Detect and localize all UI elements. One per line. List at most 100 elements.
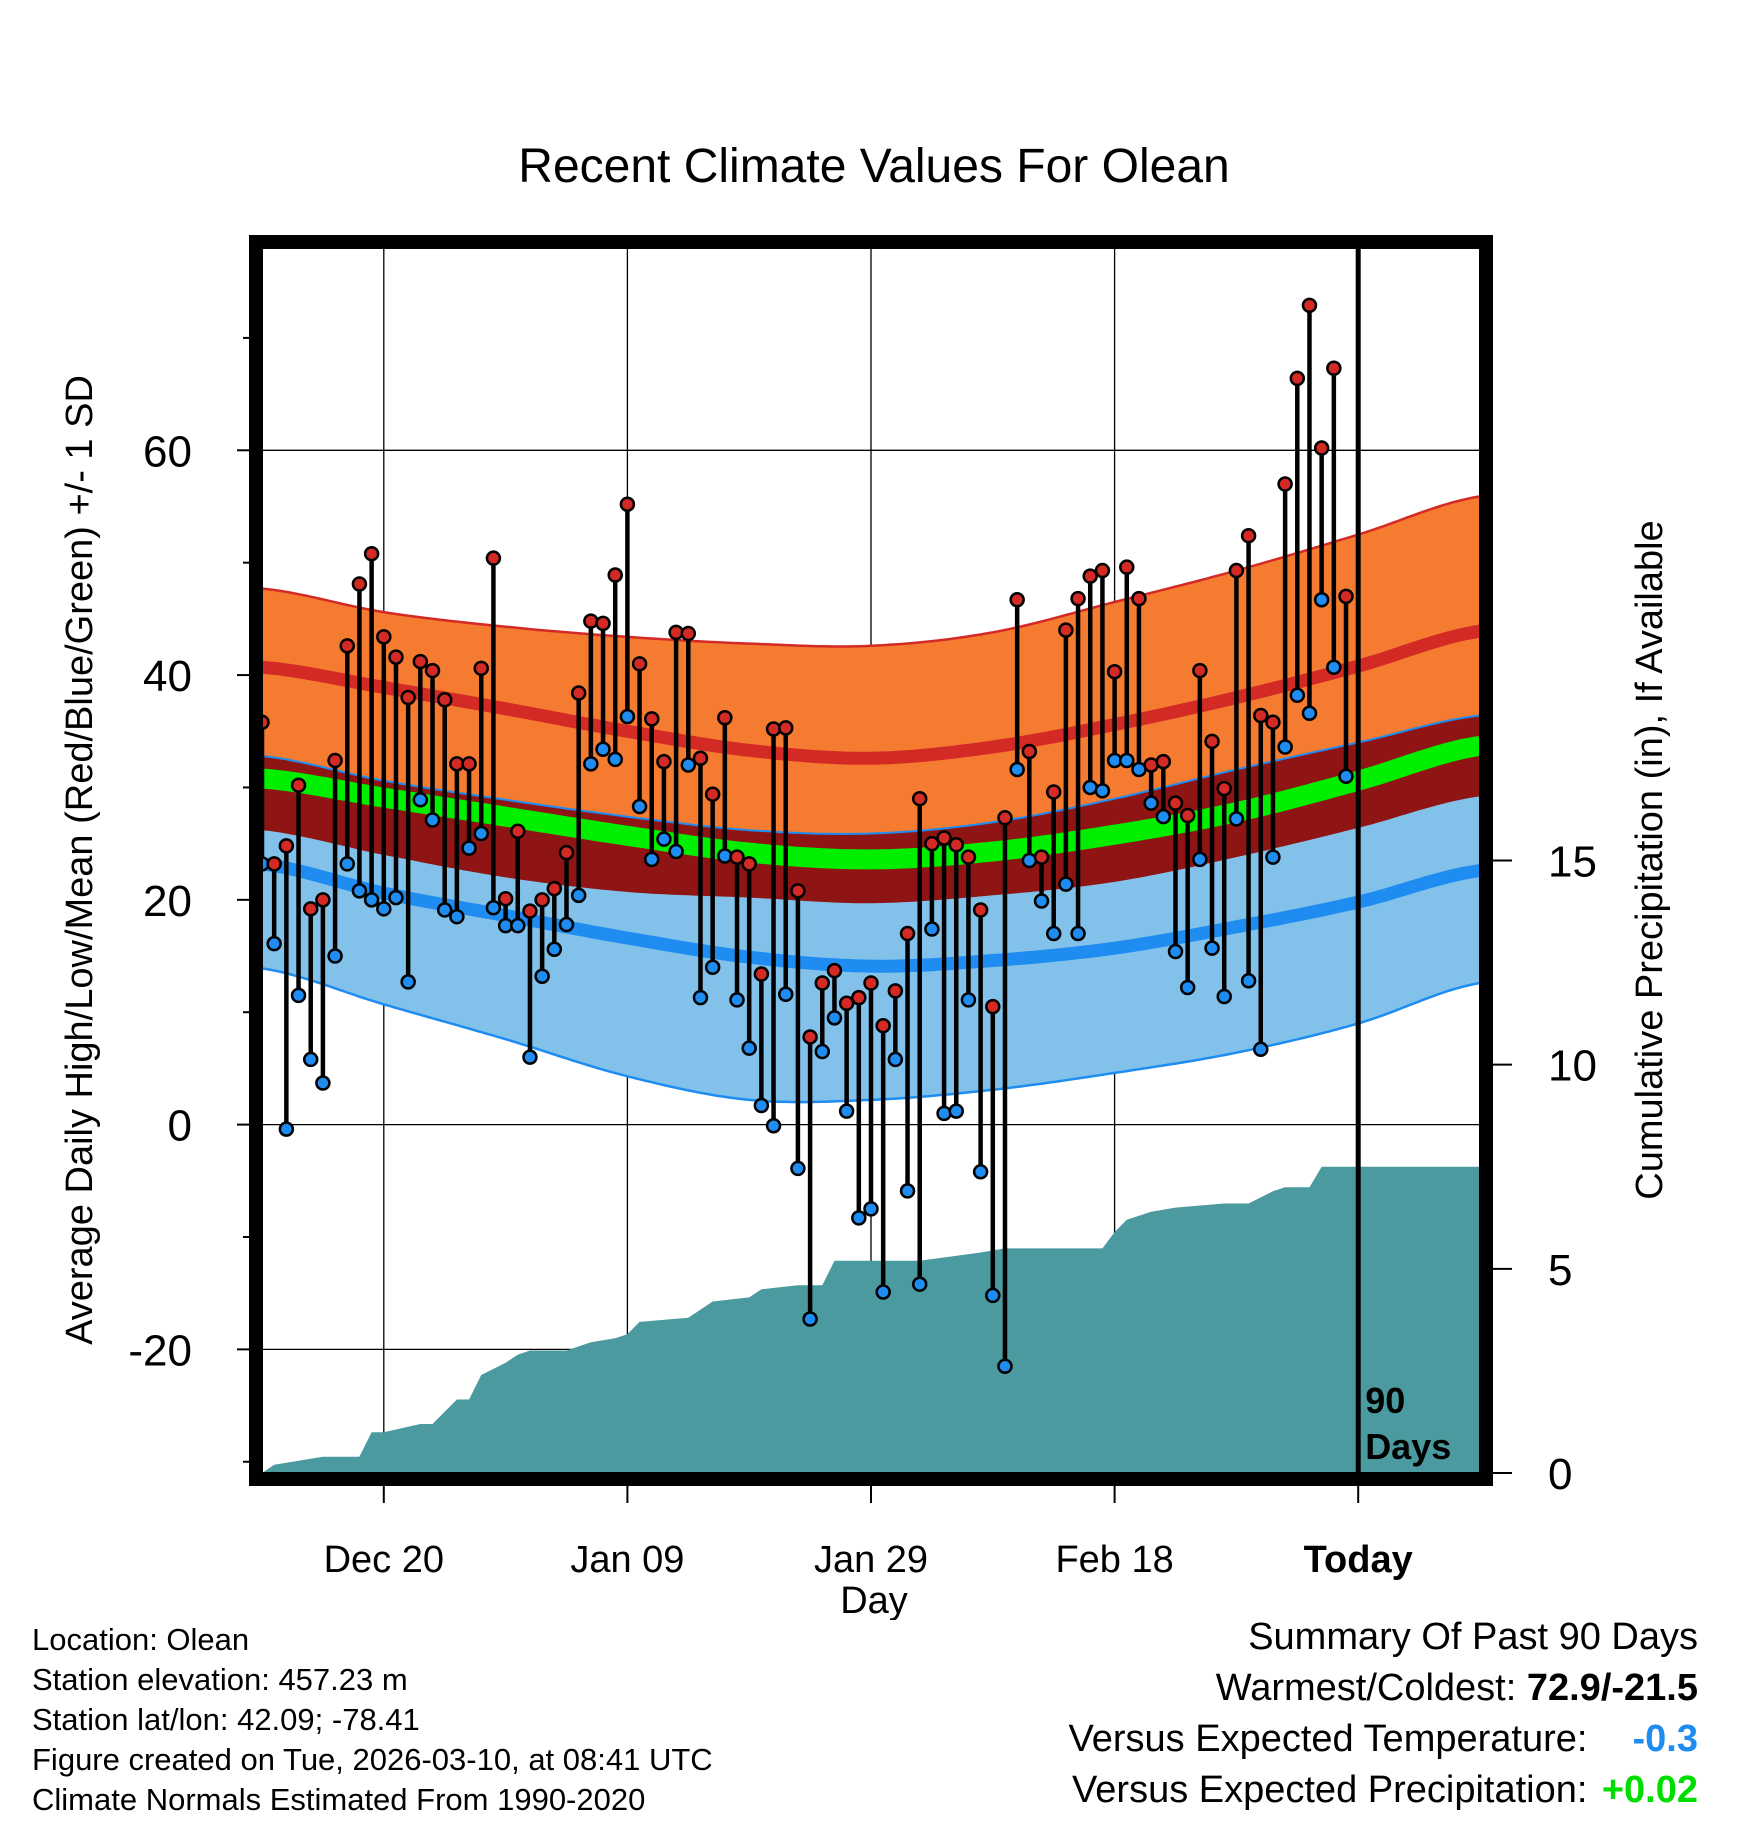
daily-high-point bbox=[510, 823, 526, 840]
plot-area: 90 Days -20 0 20 40 60 0 5 10 15 Dec 20 Jan 09 Jan 29… bbox=[128, 235, 1597, 1581]
daily-low-point bbox=[668, 843, 684, 860]
precip-area bbox=[262, 1166, 1480, 1473]
daily-high-point bbox=[631, 656, 648, 672]
daily-low-point bbox=[826, 1010, 843, 1026]
daily-low-point bbox=[1313, 592, 1330, 608]
daily-low-point bbox=[278, 1121, 295, 1137]
daily-low-point bbox=[485, 899, 502, 916]
station-info: Location: Olean Station elevation: 457.2… bbox=[32, 1620, 713, 1820]
daily-low-point bbox=[875, 1284, 891, 1300]
daily-low-point bbox=[1289, 687, 1306, 704]
summary-heading: Summary Of Past 90 Days bbox=[1248, 1616, 1698, 1658]
daily-low-point bbox=[1228, 811, 1245, 827]
daily-low-point bbox=[863, 1201, 879, 1217]
daily-low-point bbox=[692, 989, 709, 1006]
daily-low-point bbox=[802, 1311, 818, 1327]
daily-low-point bbox=[741, 1040, 757, 1056]
daily-low-point bbox=[911, 1276, 928, 1292]
high-lower-edge bbox=[262, 714, 1480, 836]
daily-low-point bbox=[546, 941, 563, 958]
daily-low-point bbox=[814, 1043, 831, 1060]
chart-title: Recent Climate Values For Olean bbox=[518, 140, 1229, 193]
daily-low-point bbox=[266, 935, 282, 952]
daily-low-point bbox=[388, 889, 404, 906]
daily-high-point bbox=[497, 890, 514, 907]
daily-high-point bbox=[473, 660, 489, 677]
daily-high-point bbox=[534, 892, 550, 908]
climate-chart: Recent Climate Values For Olean 90 Days -2… bbox=[59, 140, 1671, 1620]
daily-high-point bbox=[1167, 795, 1184, 811]
daily-high-point bbox=[1240, 527, 1257, 544]
daily-high-point bbox=[1216, 780, 1232, 797]
daily-low-point bbox=[302, 1051, 319, 1068]
daily-low-point bbox=[473, 825, 489, 842]
y-tick-label: 40 bbox=[143, 652, 192, 701]
daily-low-point bbox=[851, 1210, 867, 1226]
daily-high-point bbox=[960, 849, 977, 865]
summary-panel: Summary Of Past 90 Days Warmest/Coldest:… bbox=[1069, 1612, 1698, 1816]
daily-high-point bbox=[278, 838, 295, 854]
daily-high-point bbox=[424, 662, 441, 679]
daily-high-point bbox=[546, 880, 563, 897]
daily-high-point bbox=[790, 883, 806, 899]
temp-row: Versus Expected Temperature: -0.3 bbox=[1069, 1714, 1698, 1765]
daily-low-point bbox=[461, 840, 477, 856]
daily-high-point bbox=[838, 995, 855, 1011]
daily-high-point bbox=[948, 837, 965, 853]
daily-high-point bbox=[619, 496, 636, 512]
daily-low-point bbox=[583, 756, 599, 772]
normals-text: Climate Normals Estimated From 1990-2020 bbox=[32, 1782, 646, 1817]
daily-high-point bbox=[972, 902, 989, 918]
daily-low-point bbox=[1179, 979, 1196, 996]
daily-low-point bbox=[960, 992, 977, 1008]
latlon-text: Station lat/lon: 42.09; -78.41 bbox=[32, 1702, 420, 1737]
location-text: Location: Olean bbox=[32, 1622, 250, 1657]
daily-low-point bbox=[436, 902, 453, 918]
daily-low-point bbox=[619, 708, 636, 725]
y2-tick-label: 15 bbox=[1548, 838, 1597, 887]
daily-high-point bbox=[436, 692, 453, 708]
daily-high-point bbox=[595, 615, 611, 632]
daily-low-point bbox=[510, 917, 526, 934]
daily-high-point bbox=[461, 756, 477, 772]
daily-high-point bbox=[1313, 440, 1330, 456]
daily-high-point bbox=[777, 720, 794, 736]
y-tick-label: 20 bbox=[143, 877, 192, 926]
x-tick-label: Jan 29 bbox=[814, 1539, 928, 1581]
daily-low-point bbox=[729, 992, 745, 1008]
daily-low-point bbox=[985, 1287, 1001, 1304]
daily-low-point bbox=[936, 1105, 952, 1122]
daily-high-point bbox=[826, 962, 843, 979]
x-tick-label: Today bbox=[1304, 1539, 1413, 1581]
daily-high-point bbox=[997, 810, 1013, 826]
y2-tick-label: 5 bbox=[1548, 1246, 1572, 1295]
daily-high-point bbox=[1131, 590, 1147, 607]
daily-high-point bbox=[327, 752, 343, 769]
daily-high-point bbox=[899, 925, 916, 942]
daily-high-point bbox=[1326, 360, 1342, 377]
daily-high-point bbox=[936, 830, 952, 846]
y2-tick-label: 10 bbox=[1548, 1042, 1597, 1091]
daily-low-point bbox=[1143, 795, 1159, 811]
y2-axis-label: Cumulative Precipitation (in), If Availa… bbox=[1629, 520, 1671, 1199]
daily-high-point bbox=[400, 689, 416, 706]
temp-value: -0.3 bbox=[1632, 1718, 1698, 1760]
daily-high-point bbox=[1338, 588, 1354, 605]
daily-high-point bbox=[262, 714, 270, 731]
daily-low-point bbox=[790, 1160, 806, 1177]
daily-high-point bbox=[1277, 476, 1293, 492]
precip-label: Versus Expected Precipitation: bbox=[1072, 1769, 1588, 1811]
x-tick-label: Feb 18 bbox=[1055, 1539, 1173, 1581]
daily-high-point bbox=[851, 989, 867, 1006]
daily-low-point bbox=[948, 1103, 965, 1119]
high-sd-band bbox=[262, 496, 1480, 834]
daily-low-point bbox=[765, 1117, 782, 1134]
warmest-row: Warmest/Coldest: 72.9/-21.5 bbox=[1069, 1663, 1698, 1714]
marker-label-days-word: Days bbox=[1365, 1426, 1451, 1467]
created-text: Figure created on Tue, 2026-03-10, at 08… bbox=[32, 1742, 713, 1777]
daily-high-point bbox=[1179, 807, 1196, 824]
daily-low-point bbox=[997, 1358, 1013, 1374]
daily-high-point bbox=[522, 903, 538, 919]
daily-high-point bbox=[302, 901, 319, 917]
daily-high-point bbox=[924, 835, 940, 852]
